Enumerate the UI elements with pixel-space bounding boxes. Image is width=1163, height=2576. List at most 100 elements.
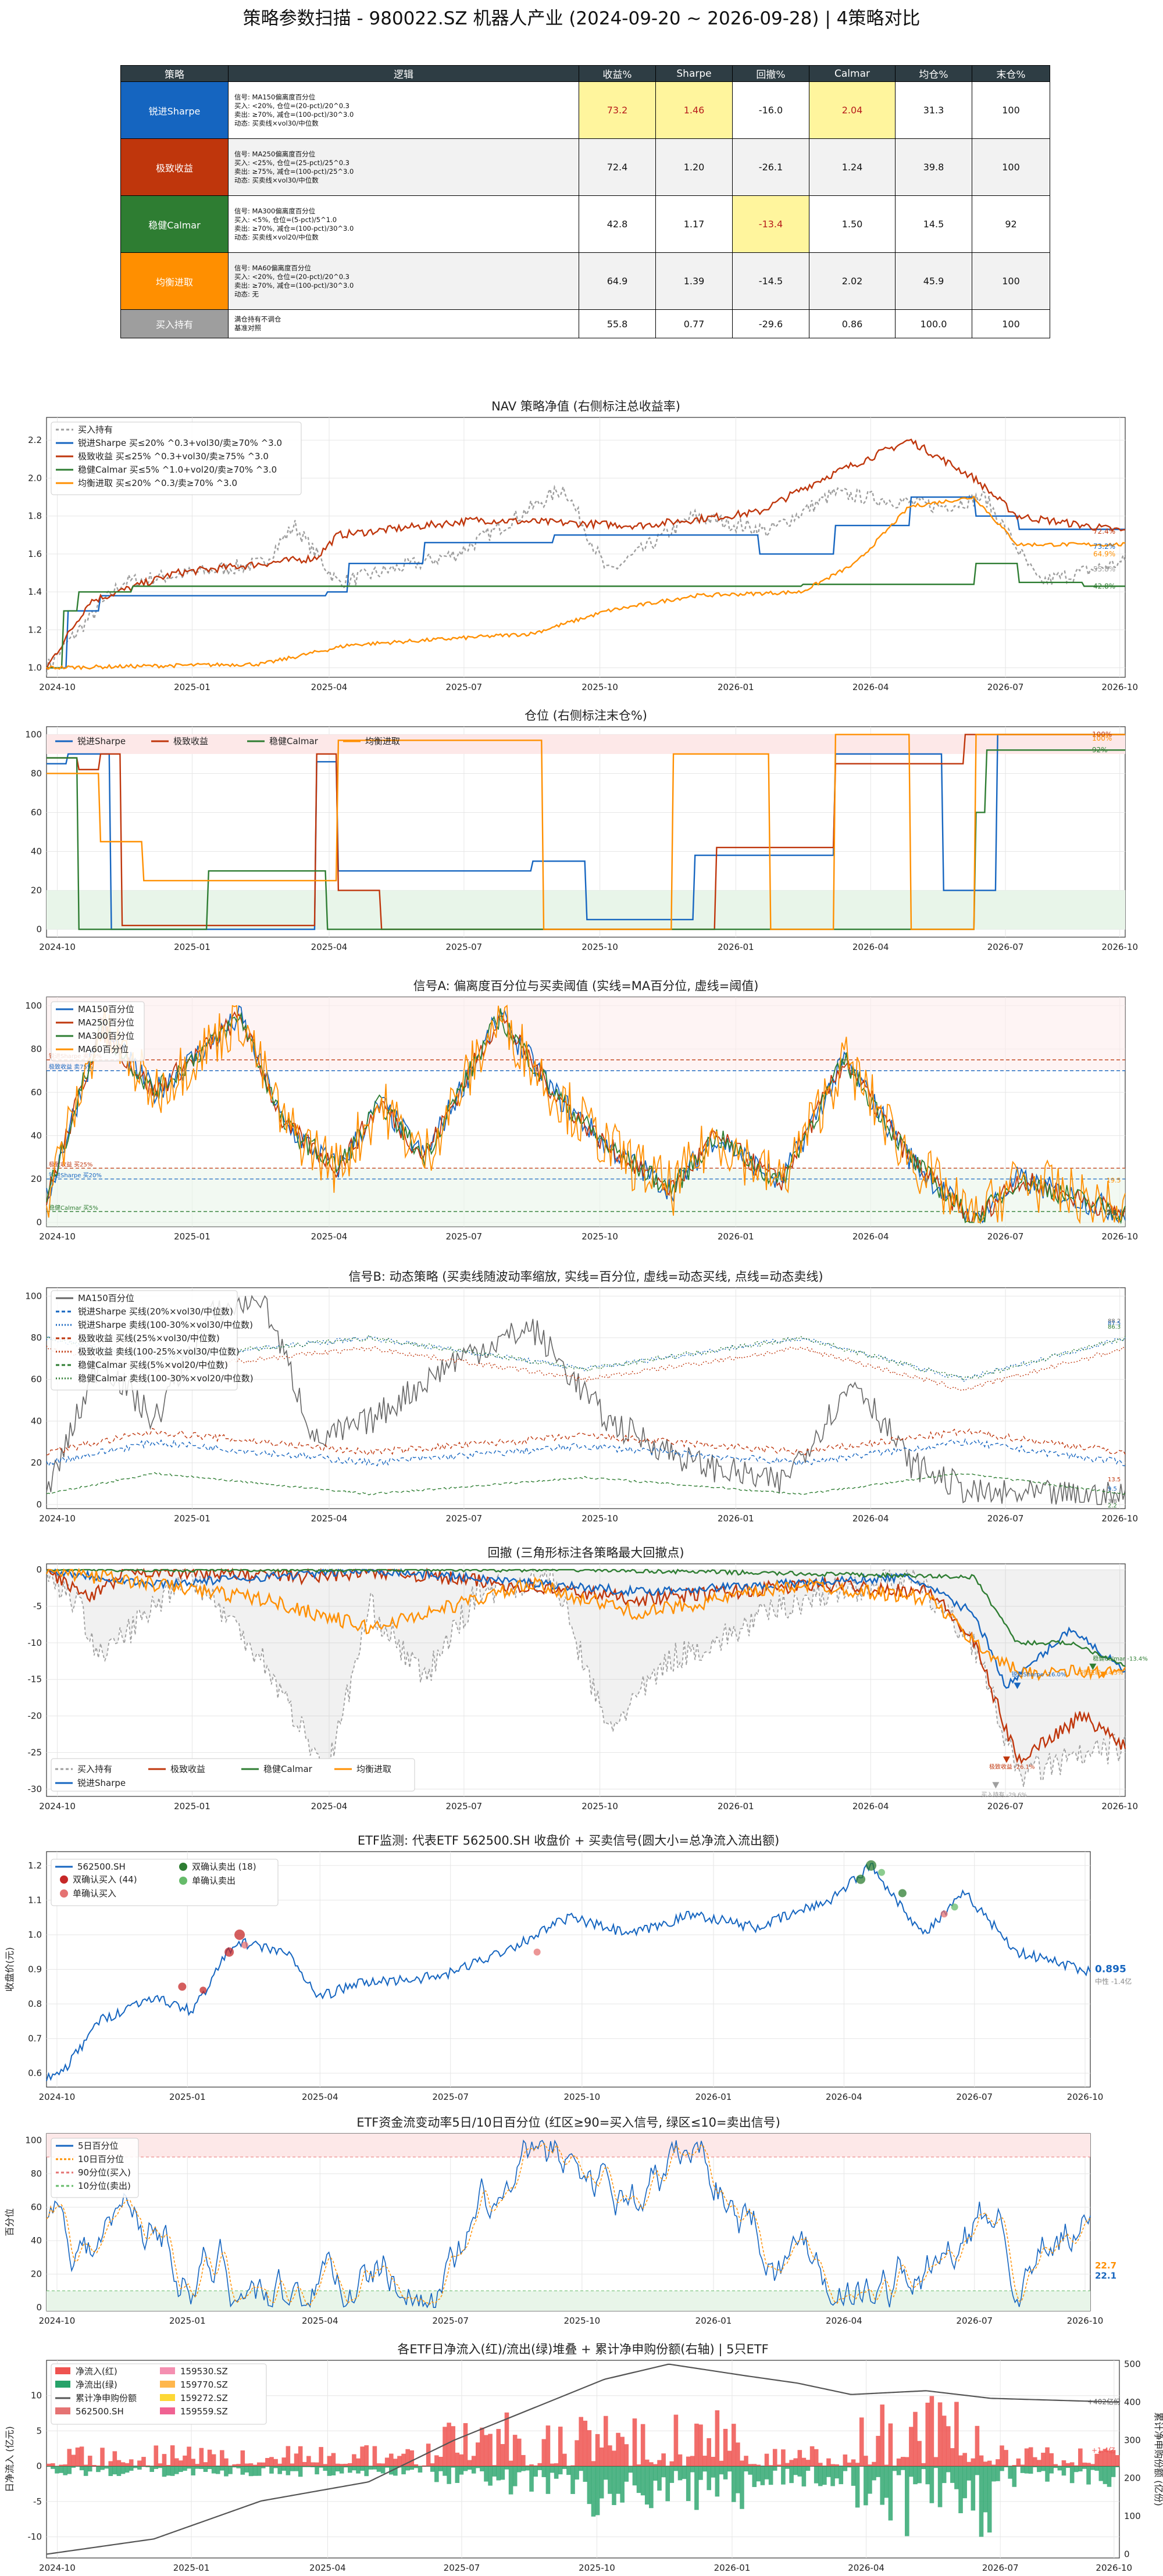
panel-title: 信号A: 偏离度百分位与买卖阈值 (实线=MA百分位, 虚线=阈值) <box>413 979 759 993</box>
outflow-bar <box>199 2466 204 2469</box>
outflow-bar <box>273 2466 278 2468</box>
inflow-bar <box>884 2464 889 2467</box>
inflow-bar <box>991 2464 996 2467</box>
end-label: 86.3 <box>1108 1324 1121 1330</box>
inflow-bar <box>100 2448 105 2467</box>
inflow-bar <box>1024 2448 1029 2467</box>
inflow-bar <box>620 2436 625 2467</box>
inflow-bar <box>195 2464 200 2467</box>
x-tick-label: 2024-10 <box>39 682 76 692</box>
inflow-bar <box>51 2463 55 2467</box>
signal-marker <box>199 1987 207 1994</box>
series-line <box>45 1567 1126 1681</box>
legend-label: 稳健Calmar 卖线(100-30%×vol20/中位数) <box>78 1373 254 1384</box>
outflow-bar <box>855 2466 860 2508</box>
inflow-bar <box>183 2455 187 2467</box>
inflow-bar <box>1016 2458 1021 2467</box>
inflow-bar <box>211 2454 216 2467</box>
y-axis-label: 百分位 <box>4 2208 15 2236</box>
inflow-bar <box>868 2464 872 2467</box>
inflow-bar <box>661 2453 666 2467</box>
y-tick-label: 20 <box>31 2269 42 2280</box>
inflow-bar <box>929 2396 934 2467</box>
outflow-bar <box>1078 2466 1083 2472</box>
series-line <box>47 563 1125 669</box>
x-tick-label: 2026-07 <box>956 2092 993 2102</box>
inflow-bar <box>686 2456 691 2467</box>
outflow-bar <box>686 2466 691 2502</box>
inflow-bar <box>220 2450 224 2467</box>
legend-label: 双确认买入 (44) <box>73 1874 137 1885</box>
inflow-bar <box>335 2463 340 2467</box>
metric-cell: 1.46 <box>655 81 733 139</box>
inflow-bar <box>388 2453 394 2467</box>
x-tick-label: 2026-10 <box>1101 1513 1138 1524</box>
col-header: 回撤% <box>732 65 809 82</box>
outflow-bar <box>492 2466 497 2477</box>
outflow-bar <box>236 2466 241 2468</box>
outflow-bar <box>665 2466 670 2502</box>
x-tick-label: 2025-10 <box>582 1513 618 1524</box>
legend-label: 锐进Sharpe 卖线(100-30%×vol30/中位数) <box>78 1320 253 1330</box>
inflow-bar <box>393 2459 398 2467</box>
logic-line: 买入: <20%, 仓位=(20-pct)/20^0.3 <box>234 272 349 281</box>
metric-cell: 64.9 <box>579 252 656 310</box>
outflow-bar <box>47 2466 51 2467</box>
inflow-bar <box>1094 2453 1100 2467</box>
outflow-bar <box>434 2466 439 2482</box>
flow-note: 中性 -1.4亿 <box>1095 1977 1132 1985</box>
inflow-bar <box>937 2402 943 2467</box>
y-tick-label: 1.2 <box>28 624 42 635</box>
inflow-bar <box>459 2454 464 2467</box>
outflow-bar <box>847 2466 852 2468</box>
legend-marker <box>160 2394 175 2401</box>
inflow-bar <box>240 2450 245 2467</box>
outflow-bar <box>331 2466 336 2475</box>
x-tick-label: 2026-01 <box>718 1801 754 1812</box>
outflow-bar <box>801 2466 807 2486</box>
inflow-bar <box>252 2464 258 2467</box>
outflow-bar <box>876 2466 880 2477</box>
logic-line: 信号: MA300偏离度百分位 <box>234 206 316 215</box>
inflow-bar <box>880 2404 885 2467</box>
outflow-bar <box>79 2466 84 2471</box>
legend-label: 累计净申购份额 <box>76 2393 137 2403</box>
legend-label: 净流入(红) <box>76 2366 117 2377</box>
outflow-bar <box>661 2466 666 2478</box>
inflow-bar <box>352 2454 356 2467</box>
band <box>47 734 1125 754</box>
inflow-bar <box>851 2459 856 2467</box>
outflow-bar <box>1000 2466 1004 2471</box>
y-tick-label: 0 <box>36 2461 42 2471</box>
outflow-bar <box>463 2466 468 2471</box>
inflow-bar <box>537 2463 543 2467</box>
x-tick-label: 2026-07 <box>956 2316 993 2326</box>
x-tick-label: 2025-01 <box>169 2092 206 2102</box>
outflow-bar <box>348 2466 352 2473</box>
inflow-bar <box>905 2457 909 2467</box>
outflow-bar <box>207 2466 212 2470</box>
strategy-name: 买入持有 <box>120 309 229 338</box>
legend-marker <box>55 2367 70 2374</box>
col-header: Calmar <box>809 65 896 82</box>
inflow-bar <box>1090 2464 1095 2467</box>
outflow-bar <box>772 2466 777 2471</box>
inflow-bar <box>384 2457 390 2467</box>
outflow-bar <box>298 2466 303 2477</box>
outflow-bar <box>286 2466 291 2475</box>
legend-label: 单确认卖出 <box>192 1875 236 1886</box>
outflow-bar <box>145 2466 150 2467</box>
legend-label: 极致收益 买线(25%×vol30/中位数) <box>78 1333 220 1344</box>
panel-title: ETF监测: 代表ETF 562500.SH 收盘价 + 买卖信号(圆大小=总净… <box>358 1834 779 1848</box>
table-row: 稳健Calmar 信号: MA300偏离度百分位 买入: <5%, 仓位=(5-pc… <box>120 195 1050 253</box>
inflow-bar <box>694 2423 699 2467</box>
outflow-bar <box>533 2466 538 2477</box>
outflow-bar <box>51 2466 55 2469</box>
inflow-bar <box>112 2451 117 2467</box>
inflow-bar <box>343 2463 348 2467</box>
legend-label: 锐进Sharpe 买≤20% ^0.3+vol30/卖≥70% ^3.0 <box>78 438 282 448</box>
outflow-bar <box>537 2466 543 2470</box>
inflow-bar <box>987 2460 992 2467</box>
band <box>47 2291 1090 2311</box>
